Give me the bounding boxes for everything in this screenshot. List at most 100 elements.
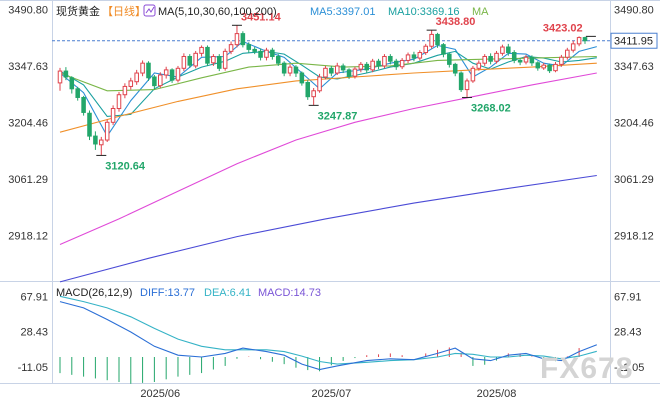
ma10-value: MA10:3369.16 xyxy=(388,6,460,18)
candle-body xyxy=(364,63,370,71)
candle-body xyxy=(199,46,204,54)
ma-line-ma200 xyxy=(59,174,597,283)
candle-body xyxy=(464,80,470,91)
x-tick-label: 2025/07 xyxy=(311,388,351,400)
candle-body xyxy=(452,63,458,74)
candlesticks xyxy=(57,25,588,156)
candle-body xyxy=(500,46,505,54)
macd-hist-value: MACD:14.73 xyxy=(258,287,321,299)
candle-body xyxy=(559,56,564,65)
candle-body xyxy=(405,54,411,61)
extreme-label-low3: 3268.02 xyxy=(471,102,511,114)
candle-body xyxy=(423,45,428,54)
macd-diff-value: DIFF:13.77 xyxy=(140,287,195,299)
macd-line-diff xyxy=(59,301,597,371)
candle-body xyxy=(181,55,187,69)
candle-body xyxy=(506,46,511,54)
macd-params-label: MACD(26,12,9) xyxy=(56,287,132,299)
macd-tick-label-right: 28.43 xyxy=(614,327,642,339)
extreme-label-low1: 3120.64 xyxy=(105,160,146,172)
candle-body xyxy=(370,60,375,71)
candle-body xyxy=(252,48,257,52)
candle-body xyxy=(211,55,216,64)
candle-body xyxy=(222,50,228,69)
extreme-label-high2: 3438.80 xyxy=(436,16,476,28)
y-axis-left: 3490.80 3347.63 3204.46 3061.29 2918.12 67.91… xyxy=(8,5,48,374)
candle-body xyxy=(93,135,98,145)
candle-body xyxy=(576,37,582,45)
y-tick-label-left: 3061.29 xyxy=(8,174,48,186)
candle-body xyxy=(352,68,358,77)
candle-body xyxy=(75,88,80,98)
candle-body xyxy=(217,55,222,69)
macd-tick-label-left: 67.91 xyxy=(20,291,48,303)
y-tick-label-left: 3490.80 xyxy=(8,5,48,17)
candle-body xyxy=(63,70,69,78)
candle-body xyxy=(193,52,198,67)
candle-body xyxy=(158,74,163,87)
candle-body xyxy=(458,72,464,91)
candle-body xyxy=(87,112,92,137)
period-label: 【日线】 xyxy=(102,4,146,18)
candle-body xyxy=(205,46,210,64)
macd-tick-label-left: 28.43 xyxy=(20,327,48,339)
y-tick-label-right: 3347.63 xyxy=(614,61,654,73)
macd-tick-label-right: -11.05 xyxy=(614,362,644,374)
candle-body xyxy=(258,50,263,58)
candle-body xyxy=(110,108,116,123)
candle-body xyxy=(240,33,246,46)
candle-body xyxy=(340,65,346,71)
candle-body xyxy=(523,56,529,63)
extreme-label-low2: 3247.87 xyxy=(318,110,358,122)
candle-body xyxy=(187,55,193,66)
candle-body xyxy=(57,70,63,84)
candle-body xyxy=(81,96,86,113)
y-tick-label-right: 3490.80 xyxy=(614,5,654,17)
candle-body xyxy=(565,49,570,58)
candle-body xyxy=(346,69,352,77)
y-tick-label-right: 2918.12 xyxy=(614,230,654,242)
candle-body xyxy=(535,62,541,69)
candle-body xyxy=(116,94,122,110)
y-tick-label-right: 3061.29 xyxy=(614,174,654,186)
candle-body xyxy=(570,43,576,51)
candle-body xyxy=(358,63,364,70)
y-tick-label-left: 3347.63 xyxy=(8,61,48,73)
x-axis: 2025/06 2025/07 2025/08 xyxy=(140,388,516,400)
macd-panel xyxy=(59,295,597,384)
macd-tick-label-left: -11.05 xyxy=(18,362,48,374)
ma-more-label: MA xyxy=(472,6,489,18)
candle-body xyxy=(152,76,157,87)
candle-body xyxy=(488,55,493,62)
ma-params-label: MA(5,10,30,60,100,200) xyxy=(158,6,277,18)
macd-line-dea xyxy=(59,295,597,365)
candle-body xyxy=(169,69,175,81)
candle-body xyxy=(305,81,311,98)
candle-body xyxy=(417,52,423,59)
candle-body xyxy=(234,33,240,46)
candle-body xyxy=(494,52,499,62)
y-tick-label-right: 3204.46 xyxy=(614,118,654,130)
candle-body xyxy=(287,66,293,74)
candle-body xyxy=(429,33,434,47)
candle-body xyxy=(317,76,322,92)
candle-body xyxy=(517,59,523,63)
candle-body xyxy=(163,69,169,76)
candle-body xyxy=(104,121,110,141)
candle-body xyxy=(270,49,275,57)
current-price-tag: 3411.95 xyxy=(610,32,658,49)
candle-body xyxy=(264,49,269,58)
candle-body xyxy=(323,67,328,78)
extreme-markers: 3451.14 3438.80 3423.02 3120.64 3247.87 3268.… xyxy=(96,11,596,172)
candle-body xyxy=(511,52,517,61)
candle-body xyxy=(329,67,334,74)
candle-body xyxy=(393,60,399,68)
candle-body xyxy=(582,37,588,42)
ma-settings-icon[interactable] xyxy=(143,4,156,17)
candle-body xyxy=(470,67,476,82)
ma-line-ma10 xyxy=(59,50,597,117)
candle-body xyxy=(547,64,552,72)
y-tick-label-left: 3204.46 xyxy=(8,118,48,130)
